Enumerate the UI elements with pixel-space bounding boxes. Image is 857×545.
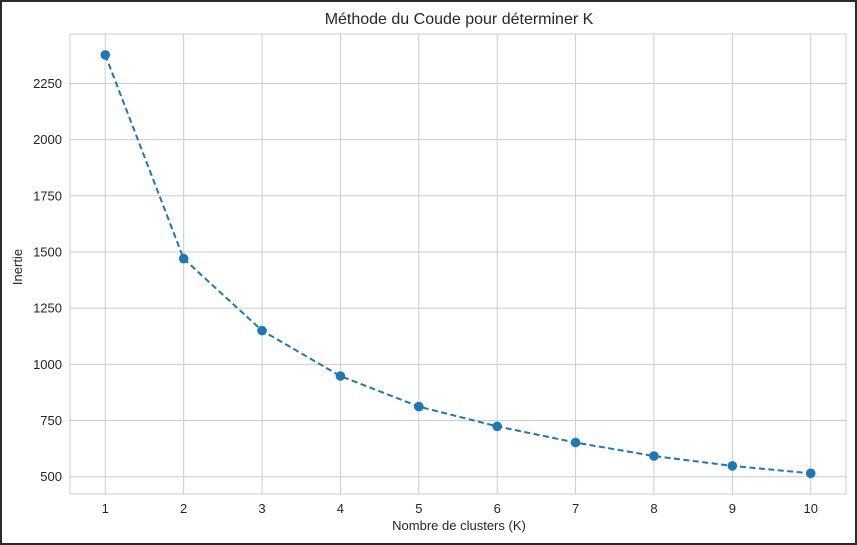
series bbox=[100, 50, 816, 479]
data-point bbox=[727, 461, 738, 471]
x-tick-label: 6 bbox=[494, 501, 501, 516]
plot-area bbox=[69, 33, 847, 495]
y-tick-label: 750 bbox=[40, 413, 62, 428]
x-axis-label: Nombre de clusters (K) bbox=[392, 518, 526, 533]
x-tick-label: 10 bbox=[803, 501, 817, 516]
x-tick-label: 1 bbox=[102, 501, 109, 516]
y-tick-label: 2250 bbox=[33, 76, 62, 91]
data-point bbox=[178, 253, 189, 264]
x-tick-label: 9 bbox=[729, 501, 736, 516]
y-tick-label: 1000 bbox=[33, 357, 62, 372]
x-tick-label: 4 bbox=[337, 501, 344, 516]
y-tick-label: 1500 bbox=[33, 244, 62, 259]
grid bbox=[70, 34, 846, 494]
data-point bbox=[649, 451, 659, 461]
y-axis: 500 750 1000 1250 1500 1750 2000 2250 bbox=[33, 76, 62, 484]
y-tick-label: 2000 bbox=[33, 132, 62, 147]
data-point bbox=[257, 325, 267, 336]
data-point bbox=[805, 468, 816, 479]
chart-title: Méthode du Coude pour déterminer K bbox=[325, 11, 594, 28]
y-tick-label: 1250 bbox=[33, 301, 62, 316]
x-tick-label: 7 bbox=[572, 501, 579, 516]
data-point bbox=[492, 421, 502, 432]
x-tick-label: 5 bbox=[415, 501, 422, 516]
y-tick-label: 1750 bbox=[33, 188, 62, 203]
x-tick-label: 8 bbox=[650, 501, 657, 516]
data-point bbox=[570, 437, 581, 448]
x-tick-label: 3 bbox=[258, 501, 265, 516]
data-point bbox=[100, 50, 111, 60]
series-line bbox=[104, 54, 811, 475]
y-tick-label: 500 bbox=[40, 469, 62, 484]
x-axis: 1 2 3 4 5 6 7 8 9 10 bbox=[102, 501, 818, 516]
x-tick-label: 2 bbox=[180, 501, 187, 516]
y-axis-label: Inertie bbox=[10, 249, 25, 285]
data-point bbox=[414, 401, 424, 412]
data-point bbox=[335, 371, 346, 381]
